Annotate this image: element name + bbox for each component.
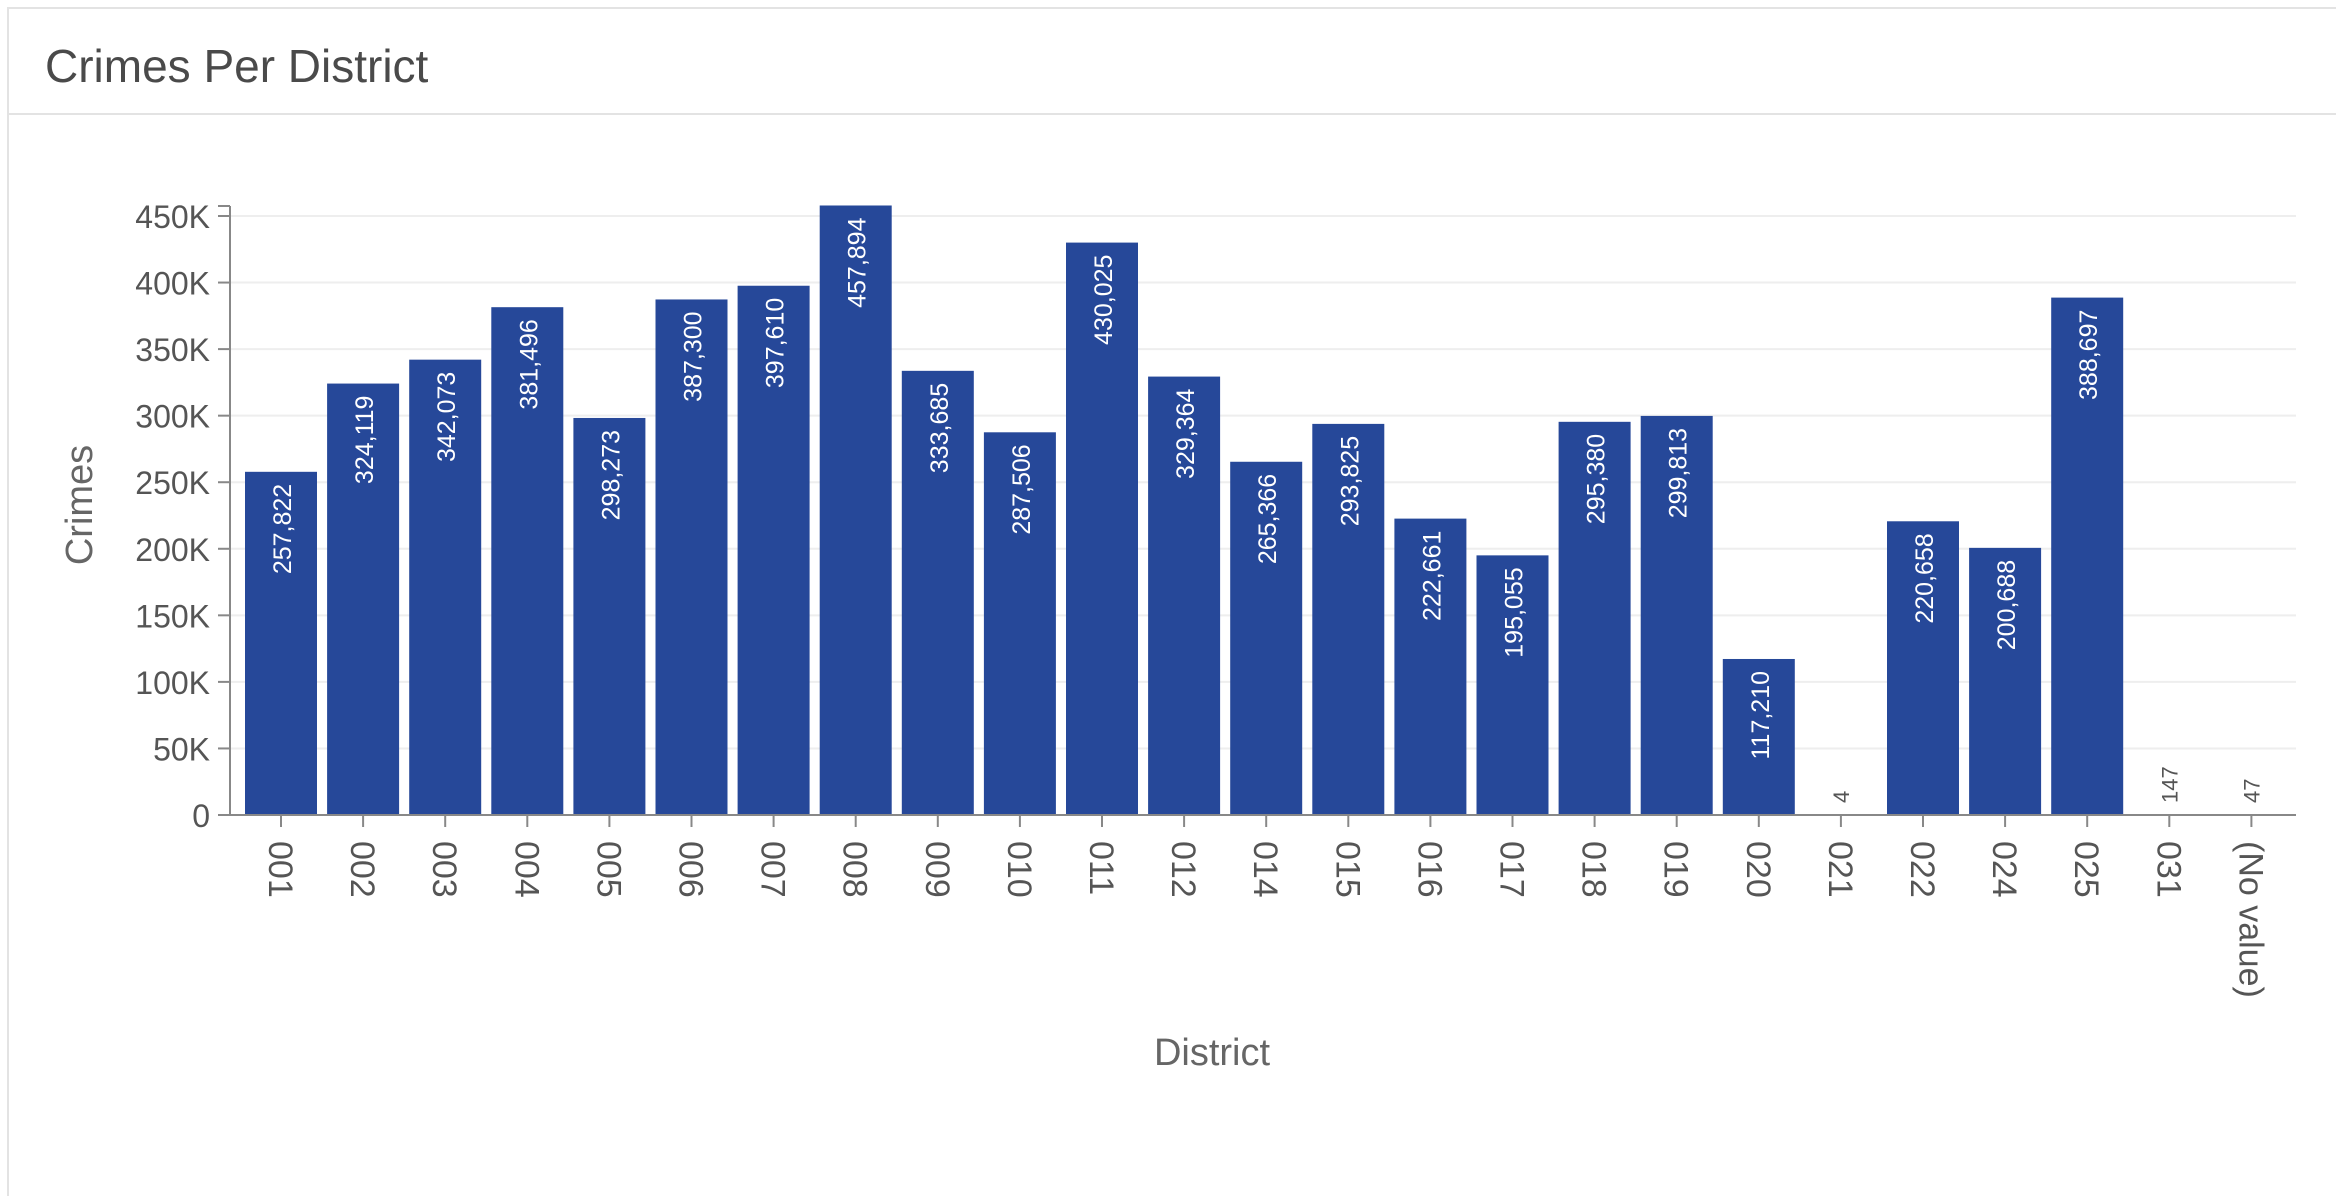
bar-014[interactable] (1230, 461, 1303, 815)
y-axis-title: Crimes (59, 445, 101, 565)
x-tick-label: 006 (672, 841, 710, 898)
bar-006[interactable] (655, 299, 728, 815)
bar-008[interactable] (819, 205, 892, 816)
bar-value-label: 329,364 (1172, 388, 1200, 478)
bar-007[interactable] (737, 285, 810, 815)
y-tick-label: 100K (135, 665, 210, 701)
x-tick-label: 003 (425, 841, 463, 898)
x-axis-title: District (1154, 1032, 1271, 1074)
bar-005[interactable] (573, 417, 646, 815)
x-tick-label: 005 (589, 841, 627, 898)
x-tick-label: 004 (507, 841, 545, 898)
bar-value-label: 298,273 (597, 430, 625, 520)
y-tick-label: 250K (135, 465, 210, 501)
x-tick-label: (No value) (2231, 841, 2269, 998)
bar-009[interactable] (901, 370, 974, 815)
bar-value-labels: 257,822 324,119 342,073 381,496 298,273 387,3… (269, 217, 2264, 803)
bar-value-label: 397,610 (762, 298, 790, 388)
x-tick-label: 007 (754, 841, 792, 898)
bar-value-label: 299,813 (1665, 428, 1693, 518)
x-tick-label: 017 (1493, 841, 1531, 898)
x-tick-label: 011 (1082, 841, 1120, 895)
bar-value-label: 333,685 (926, 383, 954, 473)
x-tick-label: 009 (918, 841, 956, 898)
bar-value-label: 200,688 (1993, 560, 2021, 650)
bar-020[interactable] (1722, 658, 1795, 815)
bar-value-label: 195,055 (1501, 567, 1529, 657)
y-tick-label: 200K (135, 532, 210, 568)
y-tick-label: 400K (135, 266, 210, 302)
panel-title: Crimes Per District (45, 40, 429, 92)
x-tick-label: 022 (1903, 841, 1941, 898)
x-tick-label: 002 (343, 841, 381, 898)
x-tick-label: 021 (1821, 841, 1859, 898)
bar-002[interactable] (327, 383, 400, 815)
bar-015[interactable] (1312, 423, 1385, 815)
bar-value-label: 324,119 (351, 396, 379, 485)
bar-012[interactable] (1148, 376, 1221, 815)
panel-header: Crimes Per District (9, 9, 2336, 115)
bar-017[interactable] (1476, 555, 1549, 815)
x-tick-label: 025 (2067, 841, 2105, 898)
y-tick-label: 150K (135, 598, 210, 634)
bar-value-label: 117,210 (1747, 671, 1775, 760)
bar-025[interactable] (2051, 297, 2124, 816)
bar-010[interactable] (983, 432, 1056, 815)
bar-value-label: 265,366 (1254, 474, 1282, 564)
x-tick-label: 019 (1657, 841, 1695, 898)
y-tick-label: 50K (153, 731, 210, 767)
bar-value-label: 295,380 (1583, 434, 1611, 524)
x-tick-label: 010 (1000, 841, 1038, 898)
bar-024[interactable] (1969, 547, 2042, 815)
bar-value-label: 222,661 (1418, 531, 1446, 621)
bar-016[interactable] (1394, 518, 1467, 815)
bar-value-label: 257,822 (269, 484, 297, 574)
bar-011[interactable] (1066, 242, 1138, 816)
y-tick-label: 450K (135, 199, 210, 235)
x-tick-label: 008 (836, 841, 874, 898)
bar-value-label: 220,658 (1911, 533, 1939, 623)
bar-value-label: 342,073 (433, 372, 461, 462)
bar-value-label: 457,894 (844, 217, 872, 307)
bar-003[interactable] (409, 359, 482, 815)
bar-022[interactable] (1887, 521, 1959, 815)
x-tick-label: 024 (1985, 841, 2023, 898)
bar-value-label: 147 (2157, 766, 2182, 803)
x-tick-label: 001 (261, 841, 299, 898)
bar-value-label: 47 (2239, 779, 2264, 803)
bars (245, 205, 2288, 816)
y-tick-label: 300K (135, 399, 210, 435)
x-tick-label: 016 (1410, 841, 1448, 898)
x-tick-label: 018 (1575, 841, 1613, 898)
bar-value-label: 430,025 (1090, 255, 1118, 345)
bar-019[interactable] (1640, 415, 1713, 815)
bar-value-label: 287,506 (1008, 444, 1036, 534)
bar-001[interactable] (245, 471, 317, 815)
x-tick-label: 014 (1246, 841, 1284, 898)
y-tick-label: 350K (135, 332, 210, 368)
y-tick-label: 0 (192, 798, 210, 834)
x-tick-label: 015 (1328, 841, 1366, 898)
bar-value-label: 388,697 (2075, 310, 2103, 400)
x-tick-label: 020 (1739, 841, 1777, 898)
bar-018[interactable] (1558, 421, 1631, 815)
bar-004[interactable] (491, 307, 564, 815)
bar-value-label: 293,825 (1336, 436, 1364, 526)
axes: 0 50K 100K 150K 200K 250K 300K 350K 400K 450K 001 0… (135, 199, 2296, 998)
x-tick-label: 031 (2149, 841, 2187, 898)
bar-value-label: 387,300 (680, 311, 708, 401)
bar-value-label: 381,496 (515, 319, 543, 409)
bar-value-label: 4 (1829, 791, 1854, 803)
x-tick-label: 012 (1164, 841, 1202, 898)
